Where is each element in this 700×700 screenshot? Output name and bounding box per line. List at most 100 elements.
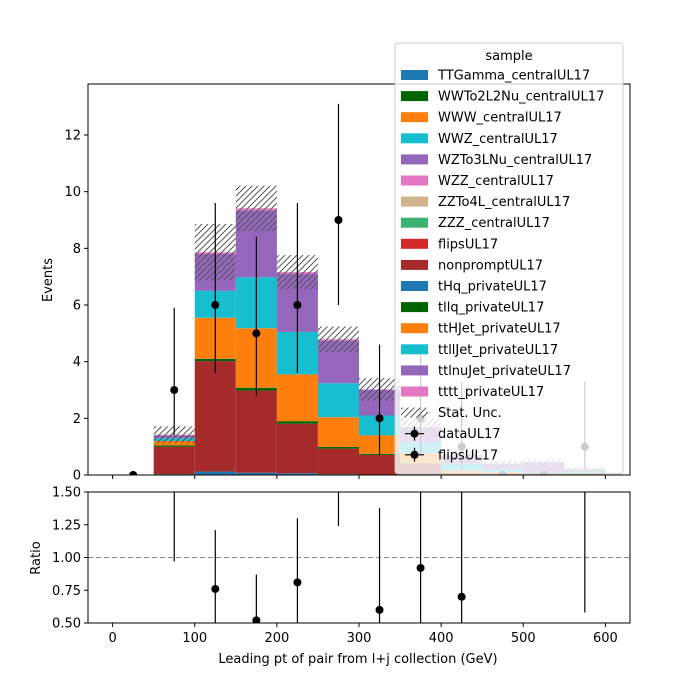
legend-entry-label: ttHJet_privateUL17 [438,322,561,337]
legend-swatch [401,281,428,291]
main-y-tick-label: 4 [73,355,81,370]
legend-swatch [401,386,428,397]
ratio-y-tick-label: 1.00 [52,551,81,566]
data-point-3 [252,329,261,338]
ratio-y-axis-label: Ratio [29,541,44,574]
ratio-point-5 [375,605,384,614]
legend-entry-label: WWW_centralUL17 [438,111,562,126]
ratio-y-tick-label: 0.50 [52,617,81,632]
legend-entry-label: Stat. Unc. [438,406,502,421]
x-tick-label: 300 [347,631,372,646]
ratio-point-3 [293,578,302,587]
main-y-tick-label: 12 [64,129,81,144]
legend-entry-label: tttt_privateUL17 [438,385,544,400]
bar-segment-nonpromptUL17-bin-5 [317,448,359,475]
legend-swatch [401,407,428,418]
bar-segment-ttllJet_privateUL17-bin-5 [317,383,359,418]
bar-segment-tllq_privateUL17-bin-5 [317,446,359,449]
main-y-axis-label: Events [41,258,56,302]
legend-entry-label: ZZTo4L_centralUL17 [438,195,570,210]
legend-entry-label: nonpromptUL17 [438,258,543,273]
legend-swatch [401,344,428,355]
bar-segment-TTGamma_centralUL17-bin-4 [276,473,318,475]
legend-swatch [401,70,428,80]
legend-swatch [401,259,428,270]
ratio-y-tick-label: 1.25 [52,518,81,533]
bar-segment-nonpromptUL17-bin-1 [153,446,195,475]
legend-entry-label: flipsUL17 [438,448,498,463]
bar-segment-ttHJet_privateUL17-bin-5 [317,417,359,447]
main-x-axis-ticks [112,475,606,479]
main-y-tick-label: 6 [73,299,81,314]
bar-segment-TTGamma_centralUL17-bin-2 [194,471,236,475]
main-plot: 0 2 4 6 8 10 12 Events [41,83,631,484]
legend-marker [410,429,419,438]
x-tick-label: 600 [593,631,618,646]
ratio-plot: 0.50 0.75 1.00 1.25 1.50 0 100 200 300 400 500 600… [29,486,631,667]
main-y-tick-label: 0 [73,469,81,484]
bar-segment-ttHJet_privateUL17-bin-4 [276,374,318,422]
legend-swatch [401,91,428,102]
main-y-axis: 0 2 4 6 8 10 12 [64,129,88,484]
stat-unc-bin-3 [235,185,277,232]
legend-entry-label: WWTo2L2Nu_centralUL17 [438,90,604,105]
bar-segment-nonpromptUL17-bin-3 [235,390,277,473]
ratio-y-axis: 0.50 0.75 1.00 1.25 1.50 [52,486,88,632]
data-point-0 [129,471,138,475]
bar-segment-TTGamma_centralUL17-bin-3 [235,472,277,475]
legend-entry-label: dataUL17 [438,427,501,442]
legend-title: sample [485,49,532,64]
legend-entry-label: WZTo3LNu_centralUL17 [438,153,592,168]
data-point-4 [293,301,302,309]
data-point-1 [170,386,179,394]
ratio-point-2 [252,616,261,623]
legend-swatch [401,217,428,228]
legend-swatch [401,196,428,207]
legend-swatch [401,365,428,376]
legend-swatch [401,133,428,144]
legend-marker [410,450,419,459]
x-tick-label: 500 [511,631,536,646]
x-tick-label: 200 [264,631,289,646]
data-point-5 [334,216,343,224]
legend: sample TTGamma_centralUL17 WWTo2L2Nu_centr… [394,42,624,475]
legend-entry-label: tHq_privateUL17 [438,280,547,295]
x-tick-label: 100 [182,631,207,646]
x-tick-label: 0 [108,631,116,646]
main-y-tick-label: 8 [73,242,81,257]
main-y-tick-label: 2 [73,412,81,427]
legend-swatch [401,302,428,313]
bar-segment-nonpromptUL17-bin-6 [359,454,401,475]
bar-segment-tllq_privateUL17-bin-1 [153,445,195,447]
legend-entry-label: ttlnuJet_privateUL17 [438,364,571,379]
bar-segment-nonpromptUL17-bin-2 [194,361,236,472]
ratio-y-tick-label: 1.50 [52,486,81,501]
bar-segment-tllq_privateUL17-bin-4 [276,421,318,424]
legend-swatch [401,175,428,186]
stat-unc-bin-5 [317,326,359,353]
ratio-point-7 [457,592,466,601]
legend-swatch [401,112,428,123]
ratio-x-axis: 0 100 200 300 400 500 600 [108,623,618,646]
ratio-point-1 [211,584,220,593]
legend-entry-label: WZZ_centralUL17 [438,174,554,189]
bar-segment-nonpromptUL17-bin-4 [276,423,318,474]
ratio-y-tick-label: 0.75 [52,584,81,599]
legend-entry-label: flipsUL17 [438,237,498,252]
ratio-point-6 [416,563,425,572]
legend-entry-label: TTGamma_centralUL17 [437,69,590,84]
legend-frame [394,42,624,475]
x-axis-label: Leading pt of pair from l+j collection (… [218,652,497,667]
data-point-6 [375,414,384,423]
data-point-2 [211,301,220,309]
legend-swatch [401,323,428,334]
x-tick-label: 400 [429,631,454,646]
legend-swatch [401,238,428,249]
main-y-tick-label: 10 [64,185,81,200]
legend-swatch [401,154,428,165]
legend-entry-label: WWZ_centralUL17 [438,132,558,147]
legend-entry-label: tllq_privateUL17 [438,301,544,316]
legend-entry-label: ttllJet_privateUL17 [438,343,558,358]
legend-entry-label: ZZZ_centralUL17 [438,216,550,231]
